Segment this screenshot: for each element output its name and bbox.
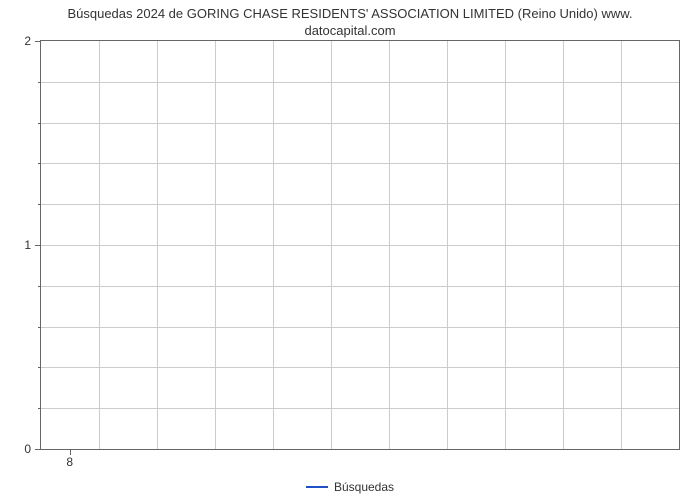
y-tick-minor	[38, 327, 41, 328]
gridline-vertical	[505, 41, 506, 449]
legend-label: Búsquedas	[334, 480, 394, 494]
gridline-horizontal-minor	[41, 204, 679, 205]
y-axis-label: 2	[24, 34, 31, 48]
y-tick-minor	[38, 123, 41, 124]
chart-container: Búsquedas 2024 de GORING CHASE RESIDENTS…	[0, 0, 700, 500]
gridline-horizontal-minor	[41, 327, 679, 328]
y-tick	[35, 245, 41, 246]
plot-area: 0128	[40, 40, 680, 450]
x-axis-label: 8	[66, 455, 73, 469]
legend: Búsquedas	[0, 479, 700, 494]
gridline-horizontal	[41, 245, 679, 246]
y-axis-label: 1	[24, 238, 31, 252]
gridline-vertical	[447, 41, 448, 449]
chart-title-line1: Búsquedas 2024 de GORING CHASE RESIDENTS…	[67, 6, 632, 21]
y-tick-minor	[38, 163, 41, 164]
chart-title-line2: datocapital.com	[304, 23, 395, 38]
legend-swatch	[306, 486, 328, 488]
y-tick-minor	[38, 367, 41, 368]
gridline-horizontal-minor	[41, 367, 679, 368]
gridline-vertical	[99, 41, 100, 449]
gridline-vertical	[215, 41, 216, 449]
gridline-vertical	[157, 41, 158, 449]
gridline-horizontal-minor	[41, 123, 679, 124]
chart-title: Búsquedas 2024 de GORING CHASE RESIDENTS…	[0, 6, 700, 40]
gridline-horizontal-minor	[41, 286, 679, 287]
y-axis-label: 0	[24, 442, 31, 456]
y-tick	[35, 41, 41, 42]
y-tick-minor	[38, 82, 41, 83]
y-tick-minor	[38, 408, 41, 409]
y-tick-minor	[38, 204, 41, 205]
gridline-vertical	[273, 41, 274, 449]
gridline-horizontal-minor	[41, 163, 679, 164]
gridline-vertical	[389, 41, 390, 449]
gridline-vertical	[621, 41, 622, 449]
gridline-vertical	[331, 41, 332, 449]
y-tick	[35, 449, 41, 450]
gridline-horizontal-minor	[41, 82, 679, 83]
gridline-vertical	[563, 41, 564, 449]
gridline-horizontal-minor	[41, 408, 679, 409]
y-tick-minor	[38, 286, 41, 287]
